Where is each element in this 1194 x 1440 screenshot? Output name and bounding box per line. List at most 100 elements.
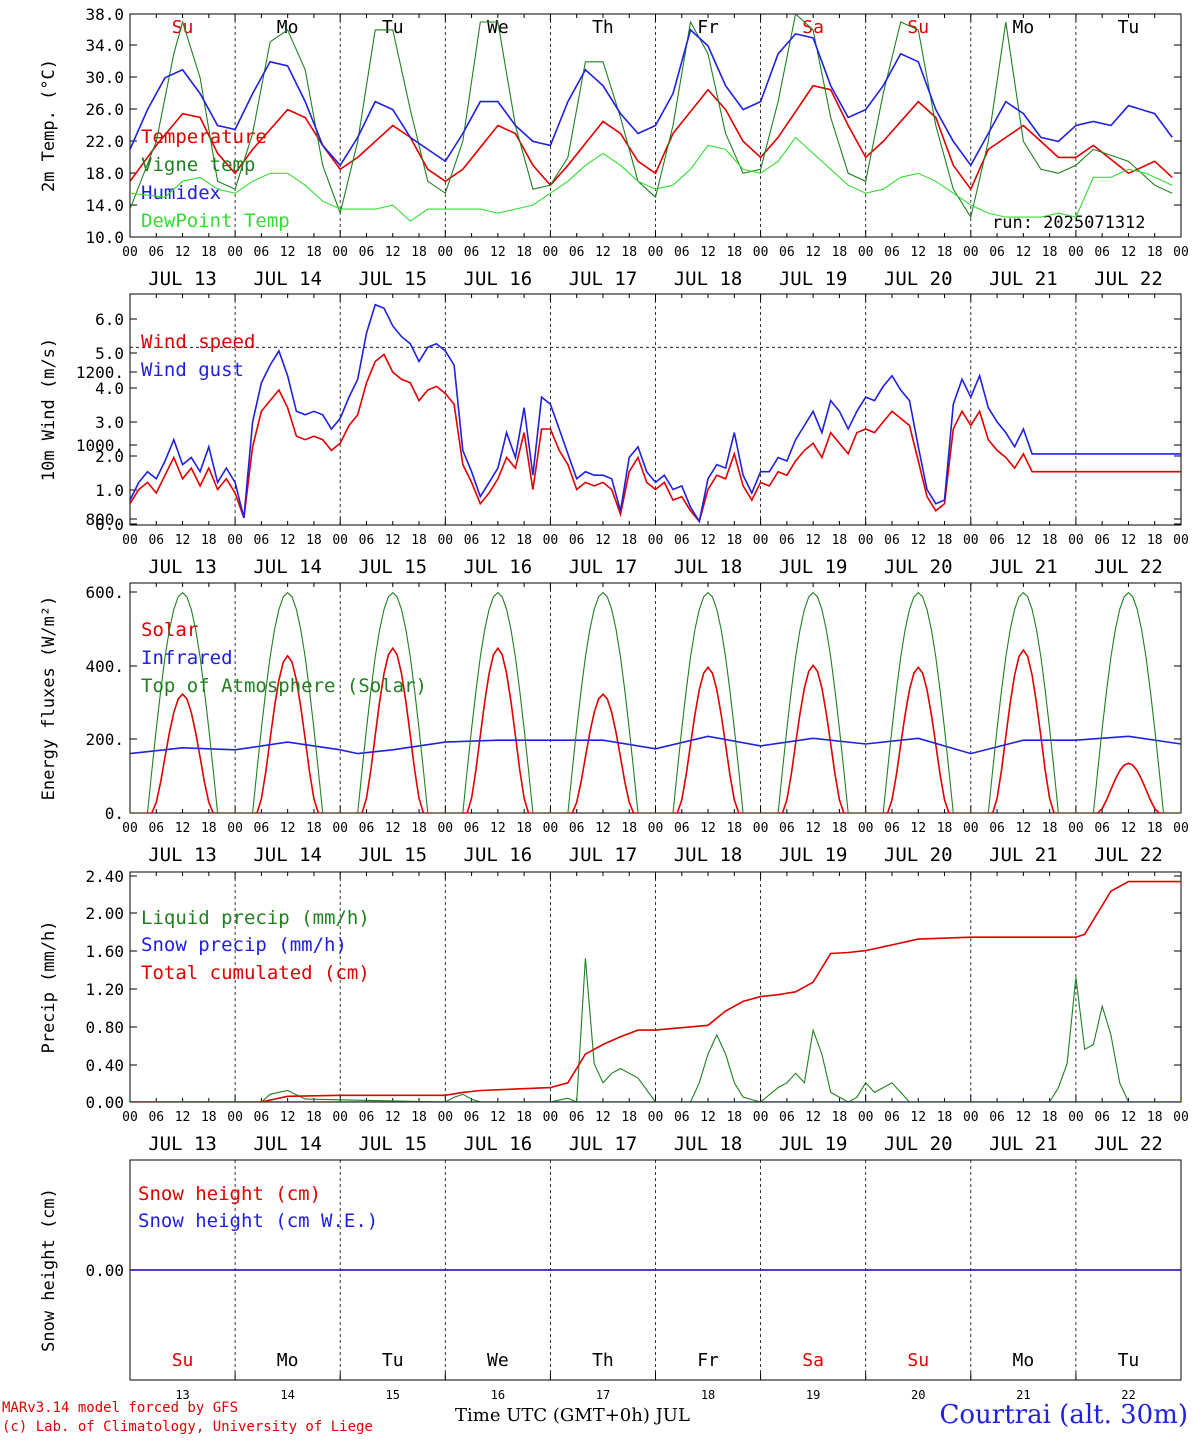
day-number-label: 21 <box>1016 1388 1030 1402</box>
day-number-label: 19 <box>806 1388 820 1402</box>
date-label: JUL 14 <box>253 556 322 578</box>
panel-4: 0.00 0.40 0.80 1.20 1.60 2.00 2.40 Precip (mm/h… <box>39 867 1189 1155</box>
hour-tick-label: 00 <box>753 821 769 836</box>
hour-tick-label: 12 <box>805 533 821 548</box>
day-number-label: 18 <box>701 1388 715 1402</box>
date-label: JUL 21 <box>989 556 1058 578</box>
weekday-label: We <box>487 17 509 38</box>
date-label: JUL 15 <box>358 556 427 578</box>
hour-tick-label: 06 <box>674 1110 690 1125</box>
hour-tick-label: 18 <box>726 821 742 836</box>
date-label: JUL 22 <box>1094 844 1163 866</box>
hour-tick-label: 12 <box>805 245 821 260</box>
weekday-label: Fr <box>697 1350 719 1371</box>
hour-tick-label: 00 <box>543 533 559 548</box>
date-label: JUL 20 <box>884 1133 953 1155</box>
hour-tick-label: 00 <box>963 1110 979 1125</box>
hour-tick-label: 00 <box>1068 533 1084 548</box>
weekday-label: Mo <box>277 1350 299 1371</box>
hour-tick-label: 12 <box>280 1110 296 1125</box>
hour-tick-label: 18 <box>1147 533 1163 548</box>
legend-entry: Humidex <box>141 182 221 204</box>
series-line-3 <box>130 880 1181 1102</box>
date-label: JUL 21 <box>989 268 1058 290</box>
y-tick-label: 400. <box>85 657 124 676</box>
y-tick-label: 0.40 <box>85 1056 124 1075</box>
date-label: JUL 13 <box>148 844 217 866</box>
hour-tick-label: 18 <box>516 1110 532 1125</box>
y-tick-label: 800. <box>85 510 124 529</box>
y-tick-label: 30.0 <box>85 68 124 87</box>
y-tick-label: 0.00 <box>85 1261 124 1280</box>
date-label: JUL 14 <box>253 268 322 290</box>
date-label: JUL 13 <box>148 268 217 290</box>
location-label: Courtrai (alt. 30m) <box>939 1400 1189 1430</box>
date-label: JUL 15 <box>358 268 427 290</box>
hour-tick-label: 06 <box>884 821 900 836</box>
hour-tick-label: 06 <box>359 821 375 836</box>
weekday-label: Su <box>907 17 929 38</box>
date-label: JUL 14 <box>253 844 322 866</box>
hour-tick-label: 18 <box>306 1110 322 1125</box>
hour-tick-label: 00 <box>122 821 138 836</box>
hour-tick-label: 18 <box>516 821 532 836</box>
date-label: JUL 18 <box>674 844 743 866</box>
hour-tick-label: 18 <box>832 1110 848 1125</box>
weekday-label: Tu <box>1118 1350 1140 1371</box>
hour-tick-label: 00 <box>963 821 979 836</box>
legend-entry: Snow height (cm W.E.) <box>138 1210 378 1232</box>
legend-entry: DewPoint Temp <box>141 210 290 232</box>
hour-tick-label: 00 <box>648 245 664 260</box>
hour-tick-label: 18 <box>411 821 427 836</box>
hour-tick-label: 18 <box>201 1110 217 1125</box>
hour-tick-label: 00 <box>122 245 138 260</box>
series-line-2 <box>130 303 1181 524</box>
hour-tick-label: 18 <box>1042 533 1058 548</box>
date-label: JUL 17 <box>569 1133 638 1155</box>
hour-tick-label: 00 <box>332 821 348 836</box>
hour-tick-label: 06 <box>254 533 270 548</box>
hour-tick-label: 00 <box>543 821 559 836</box>
y-axis-label: Energy fluxes (W/m²) <box>39 596 59 801</box>
legend-entry: Temperature <box>141 126 267 148</box>
hour-tick-label: 00 <box>1068 245 1084 260</box>
date-label: JUL 15 <box>358 844 427 866</box>
hour-tick-label: 12 <box>490 1110 506 1125</box>
y-tick-label: 0.80 <box>85 1018 124 1037</box>
hour-tick-label: 00 <box>437 1110 453 1125</box>
hour-tick-label: 18 <box>621 1110 637 1125</box>
weekday-label: Mo <box>1013 17 1035 38</box>
day-number-label: 20 <box>911 1388 925 1402</box>
date-label: JUL 13 <box>148 556 217 578</box>
date-label: JUL 17 <box>569 268 638 290</box>
y-tick-label: 5.0 <box>95 344 124 363</box>
date-label: JUL 20 <box>884 844 953 866</box>
y-tick-label: 4.0 <box>95 379 124 398</box>
hour-tick-label: 18 <box>1042 245 1058 260</box>
hour-tick-label: 18 <box>621 533 637 548</box>
legend-entry: Top of Atmosphere (Solar) <box>141 675 427 697</box>
hour-tick-label: 18 <box>937 245 953 260</box>
hour-tick-label: 12 <box>1016 1110 1032 1125</box>
y-tick-label: 1200. <box>76 363 124 382</box>
hour-tick-label: 18 <box>832 245 848 260</box>
hour-tick-label: 06 <box>254 821 270 836</box>
hour-tick-label: 18 <box>516 533 532 548</box>
hour-tick-label: 12 <box>1016 533 1032 548</box>
hour-tick-label: 00 <box>543 245 559 260</box>
hour-tick-label: 12 <box>1121 245 1137 260</box>
y-tick-label: 600. <box>85 583 124 602</box>
hour-tick-label: 06 <box>464 1110 480 1125</box>
hour-tick-label: 12 <box>1016 821 1032 836</box>
hour-tick-label: 18 <box>201 533 217 548</box>
hour-tick-label: 06 <box>989 533 1005 548</box>
hour-tick-label: 12 <box>1121 533 1137 548</box>
hour-tick-label: 18 <box>306 821 322 836</box>
y-tick-label: 1000. <box>76 436 124 455</box>
y-tick-label: 34.0 <box>85 36 124 55</box>
hour-tick-label: 12 <box>385 821 401 836</box>
legend-entry: Snow precip (mm/h) <box>141 934 347 956</box>
hour-tick-label: 06 <box>884 1110 900 1125</box>
date-label: JUL 17 <box>569 844 638 866</box>
